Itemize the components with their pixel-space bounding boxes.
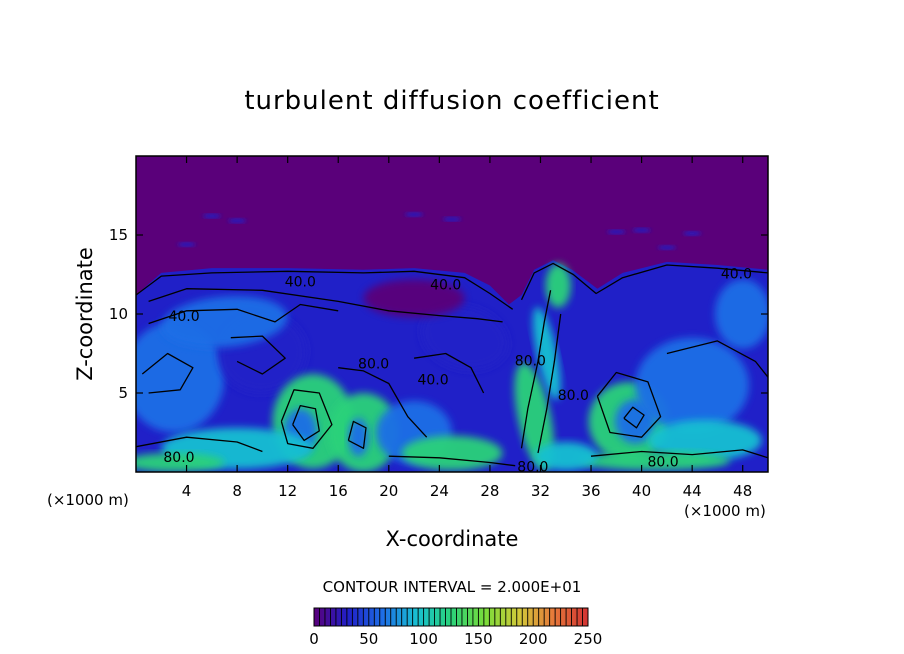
field-patch-18 bbox=[534, 441, 598, 471]
field-remnant-0 bbox=[202, 214, 221, 219]
x-tick-label-4: 20 bbox=[379, 482, 398, 500]
field-remnant-8 bbox=[177, 242, 196, 247]
x-axis-label: X-coordinate bbox=[385, 527, 519, 551]
colorbar: 0 50 100 150 200 250 bbox=[309, 607, 603, 648]
contour-line-9 bbox=[338, 367, 428, 438]
field-patch-15 bbox=[635, 337, 750, 433]
contour-label-10: 40.0 bbox=[721, 267, 752, 283]
contour-lines bbox=[136, 262, 768, 467]
colorbar-tick-label-0: 0 bbox=[309, 630, 319, 648]
field-remnant-4 bbox=[607, 229, 626, 234]
contour-line-6 bbox=[280, 389, 333, 449]
x-tick-label-9: 40 bbox=[632, 482, 651, 500]
contour-line-11 bbox=[537, 313, 562, 454]
contour-line-8 bbox=[347, 420, 367, 449]
colorbar-tick-label-1: 50 bbox=[359, 630, 378, 648]
x-unit-right: (×1000 m) bbox=[684, 502, 766, 520]
x-tick-label-6: 28 bbox=[480, 482, 499, 500]
contour-line-1 bbox=[520, 262, 768, 301]
x-tick-label-2: 12 bbox=[278, 482, 297, 500]
field-patch-10 bbox=[136, 453, 225, 472]
field-remnant-5 bbox=[632, 228, 651, 233]
field-patch-11 bbox=[514, 362, 554, 471]
x-tick-label-0: 4 bbox=[182, 482, 192, 500]
field-patch-20 bbox=[714, 279, 768, 349]
y-tick-label-0: 5 bbox=[118, 384, 128, 402]
field-remnant-1 bbox=[228, 218, 247, 223]
contour-label-5: 80.0 bbox=[515, 353, 546, 369]
colorbar-tick-label-2: 100 bbox=[409, 630, 438, 648]
contour-line-13 bbox=[623, 406, 645, 429]
contour-line-16 bbox=[590, 449, 768, 459]
contour-interval: CONTOUR INTERVAL = 2.000E+01 bbox=[322, 578, 582, 596]
contour-label-6: 80.0 bbox=[558, 388, 589, 404]
x-tick-label-1: 8 bbox=[232, 482, 242, 500]
contour-line-15 bbox=[136, 436, 263, 453]
diffusion-field bbox=[136, 156, 768, 472]
contour-label-9: 80.0 bbox=[648, 455, 679, 471]
x-tick-label-10: 44 bbox=[683, 482, 702, 500]
contour-line-2 bbox=[148, 288, 503, 323]
contour-label-1: 40.0 bbox=[430, 278, 461, 294]
contour-label-8: 80.0 bbox=[517, 459, 548, 475]
y-axis-label: Z-coordinate bbox=[73, 247, 97, 381]
contour-line-10 bbox=[520, 290, 552, 449]
colorbar-tick-label-5: 250 bbox=[574, 630, 603, 648]
contour-label-4: 80.0 bbox=[358, 357, 389, 373]
y-tick-label-2: 15 bbox=[109, 226, 128, 244]
colorbar-frame bbox=[313, 607, 589, 627]
contour-label-2: 40.0 bbox=[168, 309, 199, 325]
field-patch-21 bbox=[363, 279, 465, 318]
y-axis: 5 10 15 bbox=[109, 226, 768, 402]
x-tick-label-11: 48 bbox=[733, 482, 752, 500]
field-remnant-3 bbox=[443, 217, 461, 222]
contour-label-3: 40.0 bbox=[417, 372, 448, 388]
y-tick-label-1: 10 bbox=[109, 305, 128, 323]
field-patch-2 bbox=[161, 296, 288, 348]
field-patch-12 bbox=[532, 307, 561, 400]
contour-label-7: 80.0 bbox=[163, 450, 194, 466]
contour-line-17 bbox=[388, 455, 516, 467]
colorbar-tick-label-4: 200 bbox=[519, 630, 548, 648]
contour-line-3 bbox=[148, 303, 339, 325]
x-tick-label-5: 24 bbox=[430, 482, 449, 500]
x-axis: 4 8 12 16 20 24 28 32 36 40 44 48 bbox=[182, 156, 752, 500]
field-patch-8 bbox=[401, 435, 503, 471]
contour-line-14 bbox=[666, 340, 768, 378]
chart-title: turbulent diffusion coefficient bbox=[244, 86, 660, 116]
x-tick-label-8: 36 bbox=[581, 482, 600, 500]
field-patch-0 bbox=[136, 321, 225, 433]
contour-line-0 bbox=[136, 270, 514, 310]
contour-line-5 bbox=[141, 352, 194, 394]
contour-line-7 bbox=[292, 404, 320, 442]
contour-label-0: 40.0 bbox=[285, 274, 316, 290]
contour-line-4 bbox=[230, 335, 286, 375]
x-unit-left: (×1000 m) bbox=[47, 491, 129, 509]
contour-line-18 bbox=[414, 352, 485, 394]
field-patch-22 bbox=[545, 263, 571, 308]
x-tick-label-3: 16 bbox=[329, 482, 348, 500]
contour-line-12 bbox=[596, 371, 662, 438]
colorbar-tick-label-3: 150 bbox=[464, 630, 493, 648]
x-tick-label-7: 32 bbox=[531, 482, 550, 500]
field-remnant-7 bbox=[657, 245, 676, 250]
field-remnant-6 bbox=[683, 231, 702, 236]
field-remnant-2 bbox=[405, 212, 424, 217]
contour-labels: 40.0 40.0 40.0 40.0 80.0 80.0 80.0 80.0 80.0 80.0… bbox=[163, 267, 752, 476]
